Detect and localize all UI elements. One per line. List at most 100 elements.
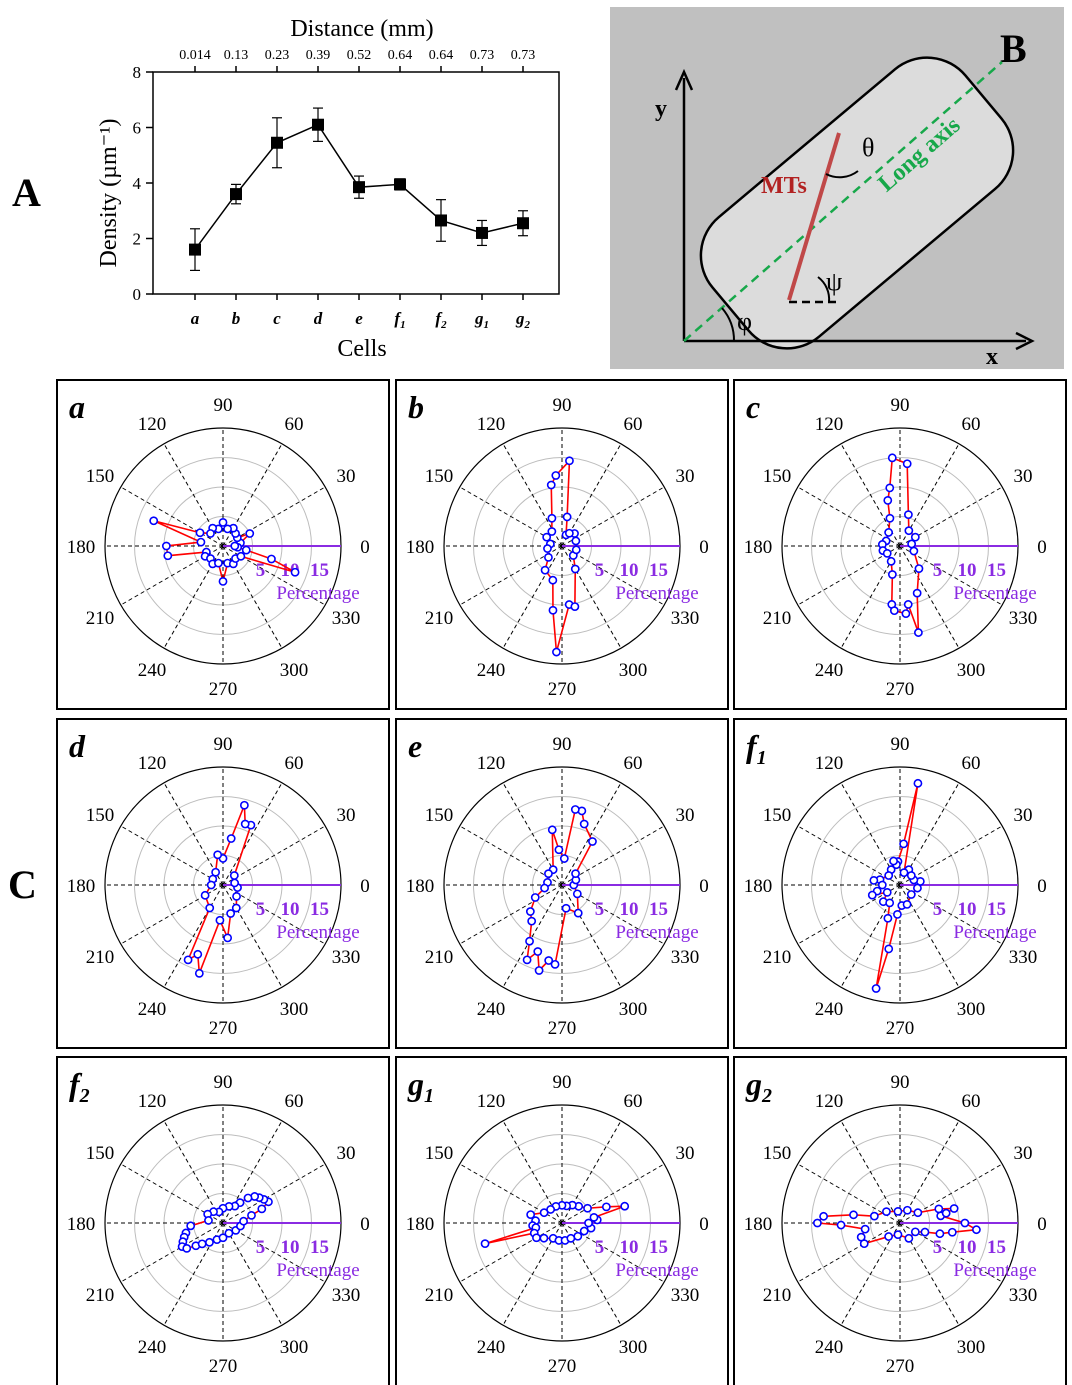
angle-tick-label: 60 — [285, 1091, 304, 1112]
rose-point — [579, 819, 589, 829]
radial-axis-label: Percentage — [615, 922, 698, 943]
angle-spoke — [120, 545, 224, 606]
angle-spoke — [840, 1120, 901, 1224]
rose-point — [223, 933, 233, 943]
angle-tick-label: 240 — [815, 1337, 844, 1358]
rose-point — [559, 854, 569, 863]
angle-tick-label: 180 — [406, 876, 435, 897]
rose-point — [960, 1218, 970, 1228]
angle-tick-label: 270 — [548, 1356, 577, 1377]
rose-point — [218, 1233, 228, 1243]
psi-arc — [817, 276, 831, 303]
angle-spoke — [163, 884, 224, 988]
angle-tick-label: 270 — [886, 1018, 915, 1039]
y-tick-label: 4 — [133, 174, 142, 193]
rose-point — [257, 1204, 267, 1214]
radial-tick-label: 15 — [310, 1237, 329, 1258]
rose-point — [902, 900, 912, 909]
angle-tick-label: 150 — [425, 1143, 454, 1164]
angle-spoke — [840, 782, 901, 886]
rose-point — [899, 839, 908, 849]
top-tick-label: 0.52 — [347, 48, 372, 63]
x-tick-label: g2 — [515, 309, 531, 331]
rose-point — [552, 647, 561, 657]
y-axis-title: Density (µm⁻¹) — [96, 118, 122, 267]
angle-tick-label: 210 — [86, 947, 115, 968]
angle-tick-label: 150 — [86, 1143, 115, 1164]
rose-point — [910, 532, 920, 542]
polar-subplot: 0 30 60 90 120 150 180 210 240 270 300 330 5 10 15Perc… — [56, 1056, 390, 1385]
angle-tick-label: 90 — [553, 395, 572, 416]
top-tick-label: 0.39 — [306, 48, 331, 63]
angle-spoke — [502, 1120, 563, 1224]
rose-point — [860, 1224, 870, 1234]
rose-point — [161, 541, 171, 551]
angle-spoke — [561, 443, 622, 547]
top-tick-label: 0.73 — [470, 48, 495, 63]
rose-point — [226, 909, 236, 918]
angle-spoke — [561, 1120, 622, 1224]
long-axis-line — [683, 61, 1003, 342]
rose-point — [213, 850, 223, 860]
rose-point — [949, 1204, 959, 1213]
radial-axis-label: Percentage — [615, 583, 698, 604]
angle-tick-label: 330 — [671, 1285, 700, 1306]
radial-tick-label: 5 — [256, 560, 266, 581]
angle-tick-label: 120 — [815, 753, 844, 774]
angle-tick-label: 240 — [815, 999, 844, 1020]
rose-point — [215, 915, 225, 925]
angle-tick-label: 330 — [1009, 947, 1038, 968]
rose-point — [534, 966, 544, 975]
angle-tick-label: 0 — [1037, 537, 1047, 558]
angle-tick-label: 210 — [763, 1285, 792, 1306]
angle-tick-label: 300 — [280, 660, 309, 681]
x-tick-label: c — [273, 309, 281, 328]
angle-tick-label: 120 — [477, 753, 506, 774]
angle-tick-label: 120 — [815, 414, 844, 435]
panel-label-a: A — [12, 170, 41, 215]
rose-point — [869, 875, 879, 885]
angle-tick-label: 270 — [548, 679, 577, 700]
rose-point — [547, 513, 557, 523]
rose-point — [183, 955, 193, 965]
rose-point — [239, 800, 249, 810]
rose-point — [869, 1211, 879, 1221]
angle-spoke — [561, 486, 665, 547]
radial-axis-label: Percentage — [953, 583, 1036, 604]
rose-point — [601, 1202, 611, 1212]
angle-spoke — [899, 1120, 960, 1224]
rose-point — [906, 871, 916, 880]
rose-point — [893, 1230, 903, 1240]
angle-tick-label: 300 — [619, 999, 648, 1020]
angle-tick-label: 270 — [886, 679, 915, 700]
rose-point — [231, 903, 241, 913]
angle-tick-label: 30 — [675, 466, 694, 487]
polar-subplot: 0 30 60 90 120 150 180 210 240 270 300 330 5 10 15Perc… — [395, 1056, 729, 1385]
angle-spoke — [222, 1222, 283, 1326]
rose-point — [882, 548, 892, 558]
angle-tick-label: 0 — [360, 1214, 370, 1235]
angle-spoke — [120, 884, 224, 945]
radial-axis-label: Percentage — [276, 922, 359, 943]
data-point — [517, 217, 529, 230]
rose-point — [229, 871, 239, 880]
angle-tick-label: 300 — [619, 660, 648, 681]
subplot-label: e — [408, 728, 422, 764]
x-tick-label: f2 — [435, 309, 447, 331]
rose-point — [579, 1226, 589, 1236]
rose-point — [904, 1233, 914, 1243]
angle-tick-label: 210 — [86, 1285, 115, 1306]
rose-point — [548, 575, 558, 585]
angle-tick-label: 60 — [962, 753, 981, 774]
angle-tick-label: 210 — [763, 947, 792, 968]
angle-spoke — [840, 1222, 901, 1326]
angle-tick-label: 270 — [209, 679, 238, 700]
radial-axis-label: Percentage — [615, 1260, 698, 1281]
angle-tick-label: 0 — [699, 537, 709, 558]
x-tick-label: e — [355, 309, 363, 328]
angle-tick-label: 180 — [744, 876, 773, 897]
polar-subplot: 0 30 60 90 120 150 180 210 240 270 300 330 5 10 15Perc… — [395, 379, 729, 710]
rose-point — [570, 805, 580, 814]
angle-tick-label: 0 — [699, 1214, 709, 1235]
angle-spoke — [502, 545, 563, 649]
